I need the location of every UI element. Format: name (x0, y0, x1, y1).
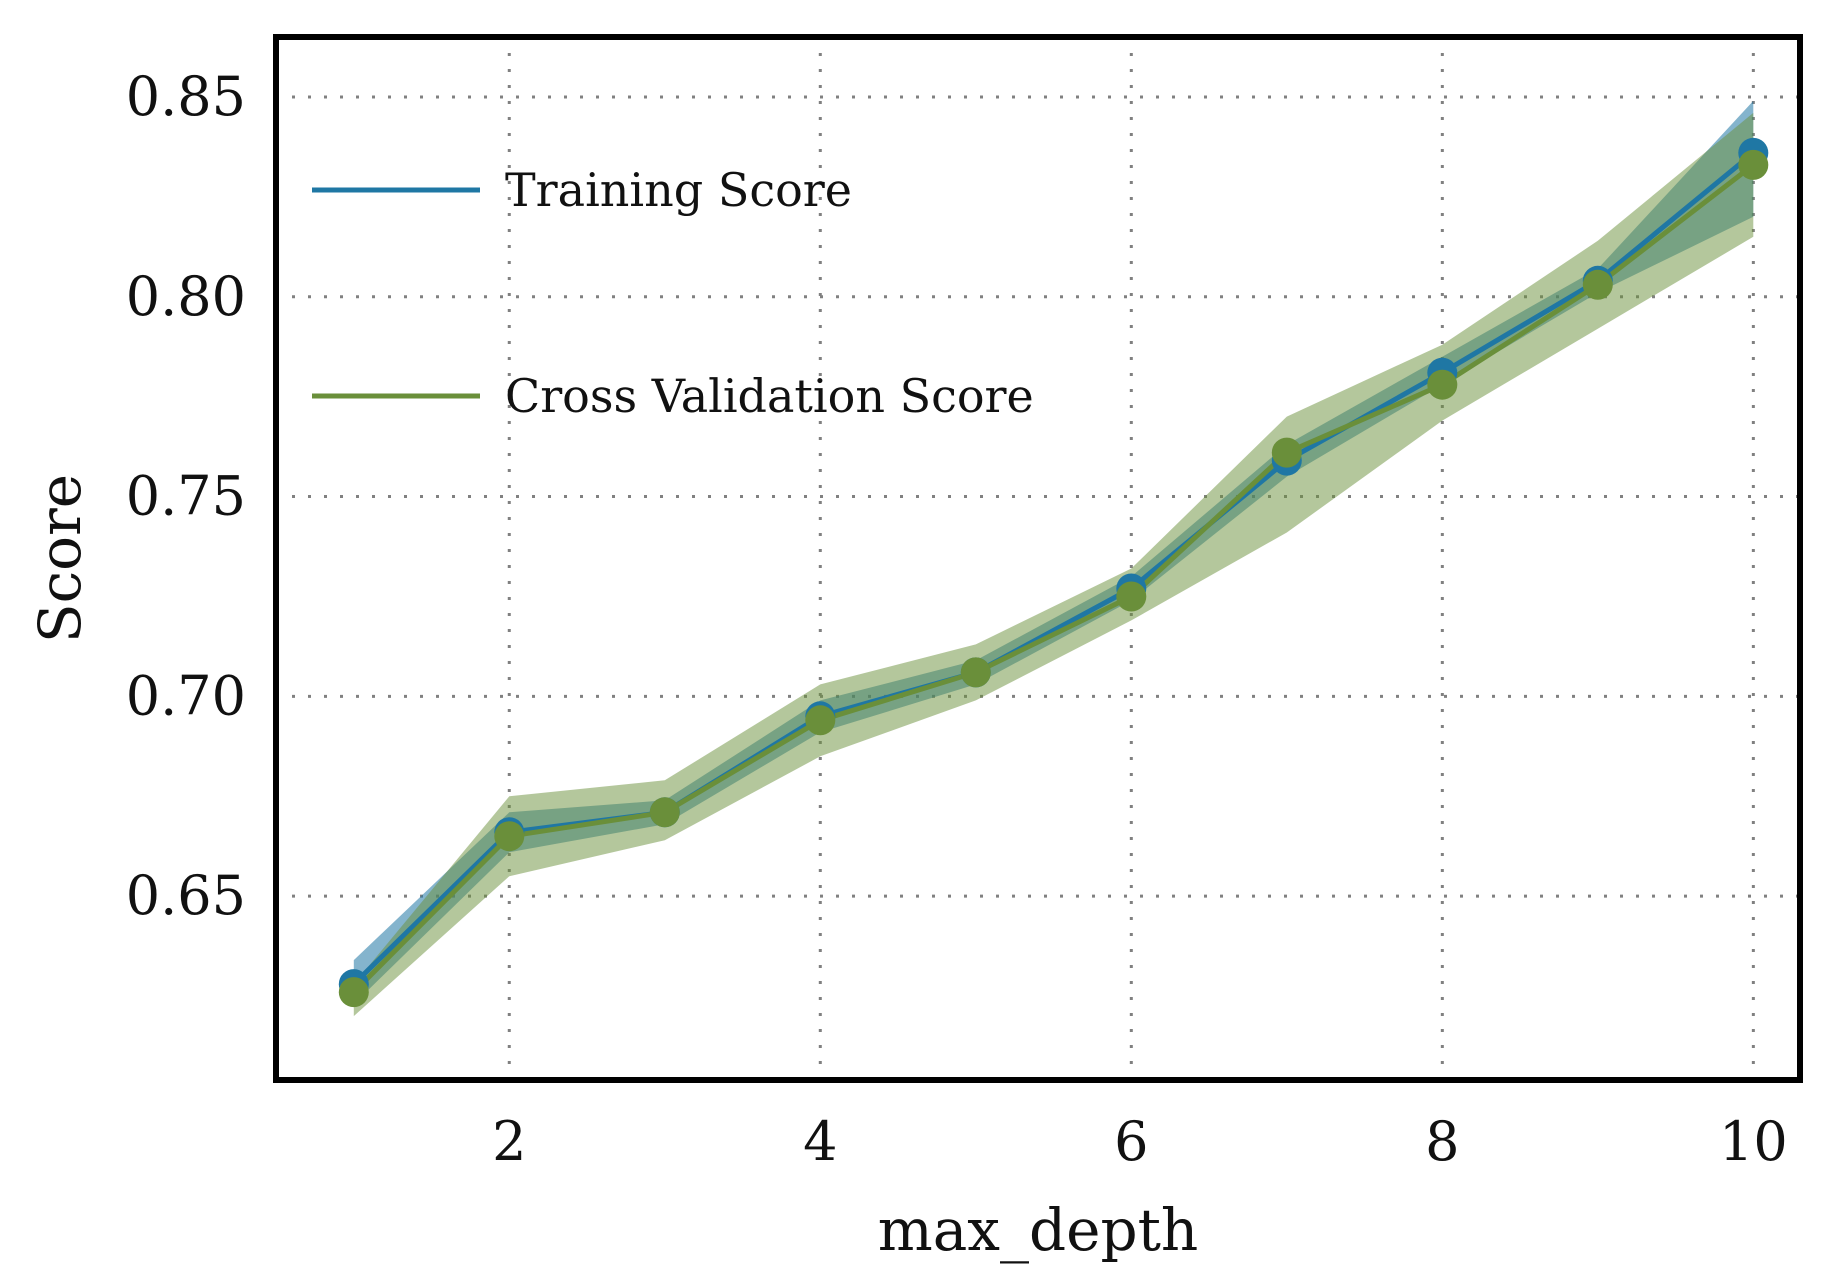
y-tick-label-0.70: 0.70 (126, 664, 246, 727)
y-tick-label-0.85: 0.85 (126, 65, 246, 128)
legend-label-training-score: Training Score (505, 163, 852, 217)
x-tick-label-6: 6 (1114, 1110, 1148, 1173)
x-tick-label-2: 2 (492, 1110, 526, 1173)
x-axis-label: max_depth (878, 1196, 1199, 1264)
x-tick-label-4: 4 (803, 1110, 837, 1173)
point-cross-validation-score-6 (1116, 581, 1147, 612)
x-tick-label-10: 10 (1719, 1110, 1788, 1173)
point-cross-validation-score-4 (805, 705, 836, 736)
legend: Training Score Cross Validation Score (312, 163, 1034, 423)
x-tick-label-8: 8 (1425, 1110, 1459, 1173)
line-cross-validation-score (352, 162, 1755, 994)
point-cross-validation-score-2 (494, 821, 525, 852)
series-points (338, 137, 1769, 1008)
plot-frame (273, 34, 1803, 1083)
y-axis-label: Score (26, 474, 94, 643)
legend-label-cross-validation-score: Cross Validation Score (505, 369, 1034, 423)
y-tick-label-0.80: 0.80 (126, 265, 246, 328)
point-cross-validation-score-9 (1582, 269, 1613, 300)
point-cross-validation-score-3 (649, 797, 680, 828)
point-cross-validation-score-5 (960, 657, 991, 688)
point-cross-validation-score-1 (338, 977, 369, 1008)
y-axis-ticks: 0.65 0.70 0.75 0.80 0.85 (126, 65, 246, 927)
point-cross-validation-score-8 (1427, 369, 1458, 400)
x-axis-ticks: 2 4 6 8 10 (492, 1110, 1788, 1173)
point-cross-validation-score-10 (1738, 149, 1769, 180)
point-cross-validation-score-7 (1271, 437, 1302, 468)
series-lines (352, 150, 1755, 994)
y-tick-label-0.65: 0.65 (126, 864, 246, 927)
y-tick-label-0.75: 0.75 (126, 465, 246, 528)
